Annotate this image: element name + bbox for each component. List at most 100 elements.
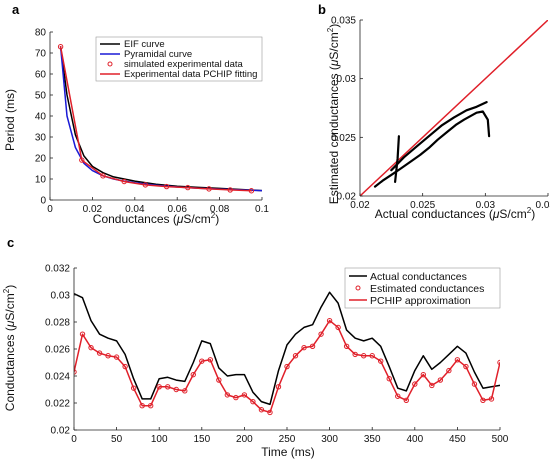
panel-c-estimated-conductances-point <box>437 377 444 383</box>
panel-a-series-group <box>57 44 262 194</box>
panel-c-y-tick-label: 0.02 <box>51 426 71 437</box>
panel-a-x-tick-label: 0.1 <box>255 204 269 215</box>
panel-a-y-tick-label: 30 <box>35 133 47 144</box>
panel-c-estimated-conductances-point <box>471 381 478 387</box>
panel-c-estimated-conductances-point <box>343 343 350 349</box>
panel-c-y-tick-label: 0.026 <box>45 345 70 356</box>
panel-b-series-1-line <box>373 110 491 188</box>
legend-swatch-estimated <box>355 285 361 291</box>
panel-c-axes: 0 50 100 150 200 250 300 350 400 450 500 0.02 0.022 0… <box>45 264 509 446</box>
panel-a-legend: EIF curve Pyramidal curve simulated expe… <box>95 36 263 82</box>
panel-c-estimated-conductances-point <box>292 353 299 359</box>
legend-label-estimated: Estimated conductances <box>370 283 484 295</box>
panel-b-series-3-line <box>394 135 400 183</box>
panel-b-y-tick-label: 0.025 <box>331 133 356 144</box>
panel-c-estimated-conductances-point <box>335 324 341 331</box>
panel-c-y-tick-label: 0.024 <box>45 372 70 383</box>
panel-b-x-axis-label: Actual conductances (μS/cm2) <box>375 206 535 221</box>
panel-c-estimated-conductances-point <box>454 357 461 363</box>
panel-c-legend-box <box>344 267 501 309</box>
panel-c-estimated-conductances-point <box>395 393 401 399</box>
panel-c-estimated-conductances-point <box>412 381 418 387</box>
panel-b-y-tick-label: 0.03 <box>337 74 357 85</box>
panel-c-estimated-conductances-point <box>216 377 222 383</box>
panel-a-plot-area <box>57 44 262 194</box>
panel-c-chart: c 0 50 100 150 200 250 300 350 400 450 500 0.02 0.02… <box>2 235 509 459</box>
panel-c-x-tick-label: 200 <box>236 434 253 445</box>
panel-c-estimated-conductances-point <box>88 344 94 351</box>
panel-c-x-tick-label: 450 <box>449 434 466 445</box>
panel-c-estimated-conductances-point <box>429 382 435 389</box>
panel-a-axes: 0 0.02 0.04 0.06 0.08 0.1 0 10 20 30 40 50 60 70 80 <box>35 28 270 216</box>
panel-c-estimated-conductances-point <box>446 367 452 374</box>
panel-a-x-axis-label: Conductances (μS/cm2) <box>93 211 219 226</box>
panel-c-x-tick-label: 50 <box>111 434 123 445</box>
panel-b-plot-area <box>360 20 548 196</box>
panel-c-plot-area <box>74 291 500 416</box>
panel-c-x-tick-label: 0 <box>71 434 77 445</box>
panel-c-series-group <box>74 291 500 416</box>
legend-label-simulated: simulated experimental data <box>124 59 244 70</box>
panel-a-y-tick-label: 60 <box>35 70 47 81</box>
panel-b-x-tick-label: 0.02 <box>350 200 370 211</box>
panel-b-x-tick-label: 0.025 <box>410 200 435 211</box>
panel-c-y-tick-label: 0.032 <box>45 264 70 275</box>
panel-c-estimated-conductances-point <box>326 317 333 324</box>
panel-c-estimated-conductances-point <box>250 398 256 405</box>
panel-c-x-tick-label: 500 <box>492 434 509 445</box>
panel-c-estimated-conductances-point <box>420 371 427 378</box>
panel-a-experimental-data-pchip-fitting-line <box>59 45 253 192</box>
panel-c-x-axis-label: Time (ms) <box>261 445 315 459</box>
panel-b-x-tick-label: 0.035 <box>535 200 550 211</box>
panel-b-chart: b 0.02 0.025 0.03 0.035 0.02 0.025 0.03 0.035 A… <box>318 2 550 221</box>
legend-label-pchip-c: PCHIP approximation <box>370 295 471 307</box>
panel-c-estimated-conductances-point <box>190 371 196 378</box>
panel-a-y-tick-label: 40 <box>35 112 47 123</box>
panel-c-label: c <box>7 235 14 250</box>
panel-c-y-axis-label: Conductances (μS/cm2) <box>2 285 17 411</box>
panel-b-series-0-line <box>360 20 548 196</box>
panel-c-legend: Actual conductances Estimated conductanc… <box>344 267 501 309</box>
panel-a-y-tick-label: 70 <box>35 49 47 60</box>
panel-b-x-tick-label: 0.03 <box>476 200 496 211</box>
panel-c-x-tick-label: 150 <box>193 434 210 445</box>
panel-c-y-tick-label: 0.022 <box>45 399 70 410</box>
legend-label-pchip: Experimental data PCHIP fitting <box>124 69 257 80</box>
panel-c-x-tick-label: 350 <box>364 434 381 445</box>
panel-b-y-tick-label: 0.035 <box>331 16 356 27</box>
panel-c-estimated-conductances-point <box>122 363 128 370</box>
panel-a-y-tick-label: 20 <box>35 154 47 165</box>
panel-a-x-tick-label: 0.04 <box>125 204 145 215</box>
panel-c-estimated-conductances-point <box>403 397 409 403</box>
panel-a-x-tick-label: 0.06 <box>167 204 187 215</box>
panel-a-y-tick-label: 10 <box>35 175 47 186</box>
panel-a-x-tick-label: 0 <box>47 204 53 215</box>
panel-a-legend-box <box>95 36 263 82</box>
legend-label-actual: Actual conductances <box>370 271 467 283</box>
panel-c-estimated-conductances-point <box>378 358 384 364</box>
panel-b-axes: 0.02 0.025 0.03 0.035 0.02 0.025 0.03 0.035 <box>331 16 550 212</box>
panel-a-x-tick-label: 0.02 <box>83 204 103 215</box>
panel-b-series-group <box>360 20 548 196</box>
legend-label-eif: EIF curve <box>124 39 165 50</box>
panel-a-y-axis-label: Period (ms) <box>3 89 17 151</box>
panel-a-label: a <box>12 2 20 17</box>
panel-a-y-tick-label: 0 <box>40 196 46 207</box>
panel-c-estimated-conductances-point <box>463 363 469 370</box>
panel-a-y-tick-label: 80 <box>35 28 47 39</box>
panel-c-x-tick-label: 250 <box>279 434 296 445</box>
panel-b-y-tick-label: 0.02 <box>337 192 357 203</box>
panel-c-x-tick-label: 300 <box>321 434 338 445</box>
panel-a-chart: a 0 0.02 0.04 0.06 0.08 0.101020304050607080 … <box>3 2 269 226</box>
legend-swatch-simulated <box>107 61 113 67</box>
panel-c-pchip-approximation-line <box>74 319 500 414</box>
panel-c-estimated-conductances-point <box>130 385 137 391</box>
panel-b-series-2-line <box>390 100 488 172</box>
panel-b-y-axis-label: Estimated conductances (μS/cm2) <box>326 24 341 204</box>
panel-c-y-tick-label: 0.028 <box>45 318 70 329</box>
panel-c-actual-conductances-line <box>74 291 500 406</box>
panel-c-x-tick-label: 400 <box>406 434 423 445</box>
legend-label-pyramidal: Pyramidal curve <box>124 49 192 60</box>
panel-c-estimated-conductances-point <box>284 363 290 370</box>
panel-a-x-tick-label: 0.08 <box>210 204 230 215</box>
